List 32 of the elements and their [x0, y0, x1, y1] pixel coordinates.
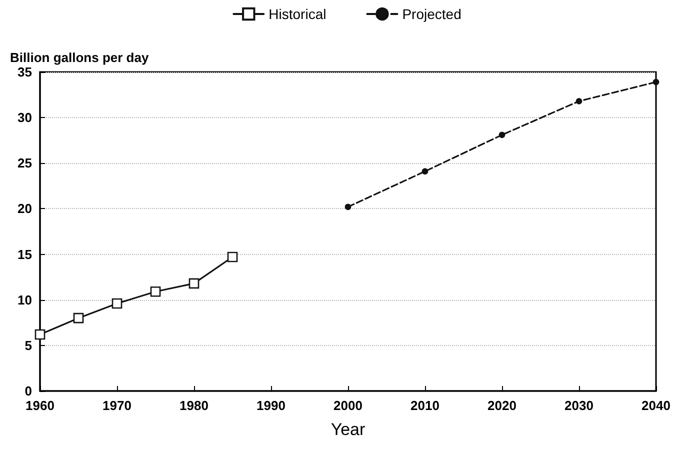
- point: [344, 204, 352, 210]
- y-tick-label: 0: [24, 384, 32, 398]
- point: [150, 286, 161, 297]
- y-tick-label: 25: [18, 156, 32, 171]
- x-tick-label: 2040: [642, 398, 670, 413]
- x-tick-label: 1990: [256, 398, 286, 413]
- y-tick-label: 10: [18, 292, 32, 308]
- y-tick-label: 5: [24, 338, 32, 353]
- point: [498, 132, 506, 138]
- legend-label: Historical: [268, 6, 326, 22]
- point: [112, 298, 122, 309]
- point: [34, 329, 46, 340]
- y-tick-label: 20: [18, 201, 32, 216]
- legend-label: Projected: [402, 6, 462, 22]
- point: [422, 168, 428, 174]
- x-tick-label: 2010: [410, 398, 440, 413]
- x-axis-title: Year: [330, 420, 366, 439]
- point: [188, 278, 200, 289]
- x-tick-label: 2030: [564, 398, 594, 413]
- x-tick-label: 2020: [488, 398, 516, 413]
- point: [73, 312, 84, 324]
- y-tick-label: 35: [18, 64, 32, 80]
- y-tick-label: 15: [18, 246, 32, 262]
- x-tick-label: 2000: [334, 398, 362, 413]
- point: [227, 252, 238, 262]
- y-tick-label: 30: [18, 110, 32, 126]
- point: [576, 98, 582, 104]
- x-tick-label: 1970: [102, 398, 132, 413]
- y-axis-title: Billion gallons per day: [10, 50, 150, 65]
- x-tick-label: 1980: [180, 398, 208, 413]
- point: [652, 78, 660, 86]
- x-tick-label: 1960: [26, 398, 54, 413]
